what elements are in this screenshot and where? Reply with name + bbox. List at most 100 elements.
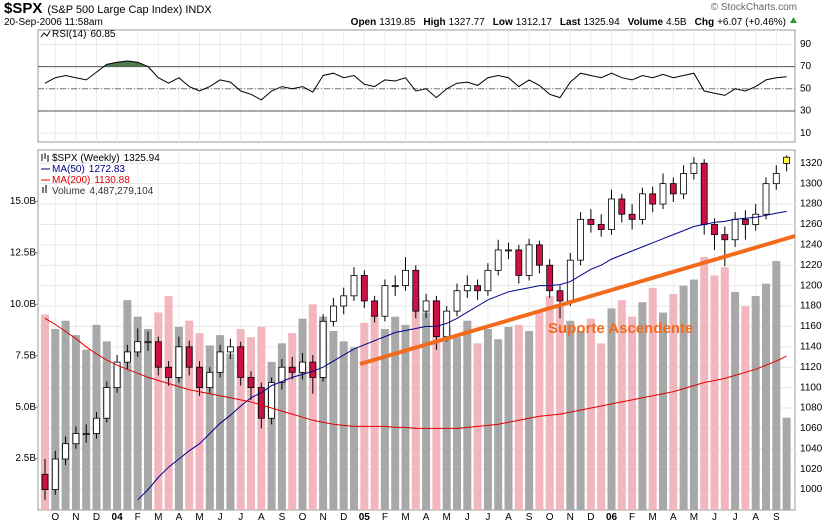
- volume-bar: [628, 316, 637, 510]
- x-tick-label: M: [195, 512, 203, 522]
- volume-bar: [442, 326, 451, 510]
- volume-bar: [61, 320, 70, 510]
- candle-body: [299, 361, 306, 373]
- volume-bar: [751, 296, 760, 510]
- volume-bar: [236, 328, 245, 510]
- volume: [41, 256, 791, 510]
- volume-bar: [267, 361, 276, 510]
- volume-bar: [329, 331, 338, 510]
- volume-bar: [514, 324, 523, 510]
- volume-bar: [123, 300, 132, 510]
- candle-body: [608, 198, 615, 230]
- x-tick-label: 04: [112, 512, 124, 522]
- candle-body: [206, 371, 214, 389]
- x-tick-label: J: [733, 512, 738, 522]
- volume-tick-label: 10.0B: [10, 299, 36, 310]
- volume-bar: [679, 285, 688, 510]
- candle-body: [649, 193, 657, 205]
- rsi: [38, 60, 795, 112]
- candle-body: [371, 300, 379, 317]
- volume-bar: [700, 256, 709, 510]
- quote-value: +6.07 (+0.46%): [717, 17, 786, 28]
- candle-body: [82, 433, 90, 435]
- x-tick-label: N: [72, 512, 79, 522]
- volume-bar: [41, 314, 49, 510]
- candle-body: [721, 234, 729, 241]
- y-tick-label: 10: [800, 128, 812, 139]
- legend-icon: [41, 153, 49, 162]
- index-name: (S&P 500 Large Cap Index) INDX: [47, 4, 212, 16]
- volume-bar: [174, 326, 183, 510]
- rsi-panel: [37, 29, 796, 143]
- quote-value: 1319.85: [379, 17, 416, 28]
- candle-body: [597, 224, 605, 230]
- annotation-text: Suporte Ascendente: [548, 320, 693, 337]
- volume-bar: [154, 312, 163, 510]
- candle-body: [72, 433, 80, 445]
- y-tick-label: 1080: [800, 403, 823, 414]
- volume-tick-label: 5.0B: [15, 402, 36, 413]
- volume-bar: [185, 320, 194, 510]
- legend-icon: [42, 187, 44, 193]
- volume-bar: [113, 366, 122, 510]
- rsi-line: [44, 60, 787, 101]
- volume-bar: [319, 316, 328, 510]
- x-tick-label: F: [629, 512, 635, 522]
- x-tick-label: J: [218, 512, 223, 522]
- volume-bar: [164, 296, 173, 510]
- x-tick-label: F: [382, 512, 388, 522]
- volume-bar: [71, 335, 80, 510]
- y-tick-label: 90: [800, 39, 812, 50]
- candle-body: [51, 458, 59, 491]
- candle-body: [257, 387, 265, 419]
- quote-value: 1312.17: [516, 17, 553, 28]
- volume-bar: [216, 335, 225, 510]
- quote-value: 1327.77: [449, 17, 486, 28]
- legend-name: RSI(14): [52, 29, 86, 40]
- y-tick-label: 1320: [800, 158, 823, 169]
- trend-line: [359, 234, 796, 366]
- x-tick-label: S: [279, 512, 286, 522]
- candle-body: [525, 244, 533, 276]
- y-tick-label: 1060: [800, 423, 823, 434]
- candle-body: [154, 341, 162, 368]
- candle-body: [226, 346, 234, 353]
- candle-body: [134, 341, 142, 353]
- volume-bar: [360, 322, 369, 510]
- volume-bar: [288, 333, 297, 510]
- volume-bar: [51, 328, 60, 510]
- candle-body: [93, 417, 100, 434]
- candle-body: [772, 173, 780, 185]
- candle-body: [783, 156, 790, 164]
- y-tick-label: 1280: [800, 199, 823, 210]
- volume-bar: [556, 304, 564, 510]
- candle-body: [329, 305, 337, 322]
- volume-bar: [308, 304, 317, 510]
- y-tick-label: 1160: [800, 321, 822, 332]
- x-tick-label: M: [649, 512, 657, 522]
- volume-bar: [350, 347, 358, 510]
- y-tick-label: 50: [800, 83, 812, 94]
- volume-bar: [432, 300, 441, 510]
- candle-body: [536, 244, 543, 266]
- annotation: Suporte Ascendente: [359, 234, 796, 366]
- legend-value: 1130.88: [94, 175, 130, 186]
- candle-body: [391, 285, 399, 288]
- candle-body: [381, 285, 389, 317]
- volume-tick-label: 2.5B: [15, 453, 36, 464]
- candle-body: [546, 264, 554, 292]
- quote-label: Volume: [628, 17, 664, 28]
- datetime: 20-Sep-2006 11:58am: [4, 17, 103, 28]
- candle-body: [515, 249, 523, 276]
- chart-title: $SPX (S&P 500 Large Cap Index) INDX: [4, 0, 212, 17]
- legend-entry: RSI(14) 60.85: [52, 29, 116, 40]
- volume-bar: [453, 337, 461, 510]
- y-tick-label: 1300: [800, 178, 823, 189]
- volume-bar: [731, 291, 740, 510]
- candle-body: [463, 285, 471, 292]
- x-tick-label: O: [546, 512, 554, 522]
- x-tick-label: J: [465, 512, 470, 522]
- volume-bar: [659, 312, 667, 510]
- legend-entry: Volume 4,487,279,104: [52, 186, 154, 197]
- candle-body: [639, 193, 646, 220]
